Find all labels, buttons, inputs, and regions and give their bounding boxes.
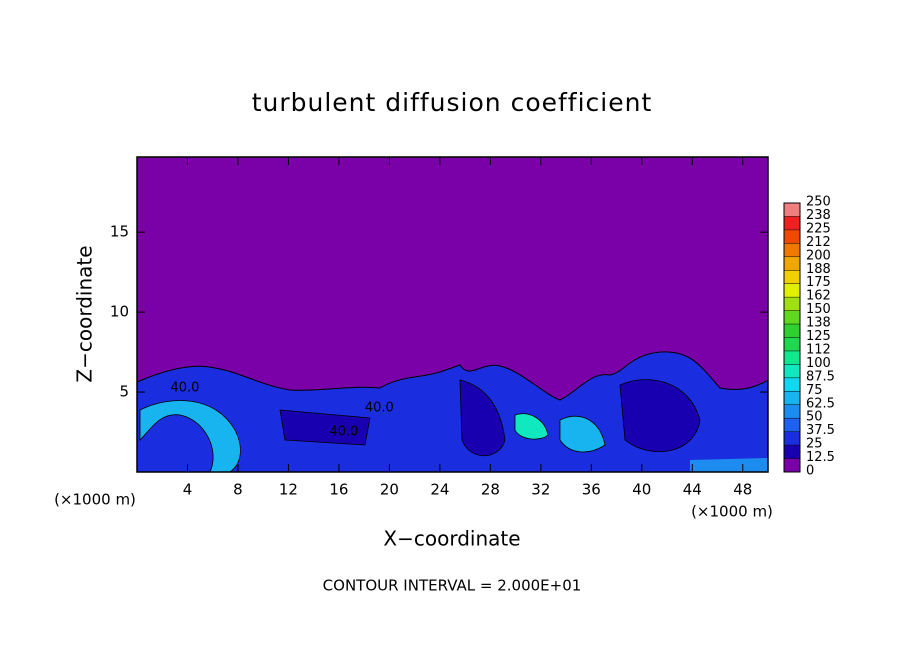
- colorbar-label: 75: [806, 383, 823, 398]
- colorbar-label: 250: [806, 195, 831, 210]
- colorbar-label: 37.5: [806, 423, 835, 438]
- colorbar-bin: [784, 431, 800, 446]
- colorbar-bin: [784, 243, 800, 257]
- colorbar-bin: [784, 418, 800, 432]
- x-tick-label: 16: [329, 481, 348, 499]
- colorbar-bin: [784, 229, 800, 244]
- field-blue-region: [136, 351, 769, 473]
- x-axis-label: X−coordinate: [383, 527, 520, 551]
- colorbar-bin: [784, 404, 800, 419]
- colorbar-label: 138: [806, 316, 831, 331]
- colorbar-bin: [784, 256, 800, 271]
- colorbar-label: 238: [806, 208, 831, 223]
- field-cyan-swirl: [559, 415, 606, 453]
- colorbar-bin: [784, 391, 800, 405]
- colorbar-bin: [784, 364, 800, 378]
- chart-title: turbulent diffusion coefficient: [252, 88, 653, 117]
- colorbar-bin: [784, 350, 800, 365]
- colorbar-bin: [784, 445, 800, 459]
- field-dark-region: [459, 379, 506, 457]
- x-tick-label: 8: [233, 481, 243, 499]
- x-unit: (×1000 m): [54, 491, 136, 509]
- plot-frame: [136, 156, 769, 473]
- colorbar-bin: [784, 270, 800, 284]
- y-tick-label: 5: [119, 383, 129, 401]
- y-tick-label: 10: [110, 303, 129, 321]
- y-axis-label: Z−coordinate: [73, 245, 97, 382]
- colorbar-label: 125: [806, 329, 831, 344]
- y-tick-label: 15: [110, 223, 129, 241]
- colorbar-bin: [784, 458, 800, 472]
- colorbar-label: 12.5: [806, 450, 835, 465]
- colorbar-label: 25: [806, 437, 823, 452]
- colorbar-label: 87.5: [806, 369, 835, 384]
- x-tick-label: 24: [430, 481, 449, 499]
- x-tick-label: 20: [380, 481, 399, 499]
- x-tick-label: 40: [632, 481, 651, 499]
- colorbar-label: 0: [806, 464, 814, 479]
- colorbar-label: 225: [806, 221, 831, 236]
- contour-field: [136, 157, 769, 473]
- colorbar-bin: [784, 377, 800, 392]
- x-tick-label: 28: [481, 481, 500, 499]
- colorbar-label: 62.5: [806, 396, 835, 411]
- colorbar-bin: [784, 310, 800, 325]
- field-cyan-swirl: [514, 413, 549, 440]
- x-tick-label: 12: [279, 481, 298, 499]
- contour-label: 40.0: [365, 401, 394, 416]
- colorbar-label: 200: [806, 248, 831, 263]
- colorbar-label: 162: [806, 289, 831, 304]
- colorbar-bin: [784, 216, 800, 230]
- contour-label: 40.0: [170, 381, 199, 396]
- colorbar-bin: [784, 283, 800, 298]
- x-tick-label: 36: [582, 481, 601, 499]
- colorbar-label: 100: [806, 356, 831, 371]
- x-tick-label: 32: [531, 481, 550, 499]
- colorbar-bin: [784, 337, 800, 351]
- contour-label: 40.0: [329, 425, 358, 440]
- x-unit-right: (×1000 m): [691, 503, 773, 521]
- colorbar-label: 175: [806, 275, 831, 290]
- field-cyan-swirl: [690, 458, 768, 472]
- x-tick-label: 4: [183, 481, 193, 499]
- footer-note: CONTOUR INTERVAL = 2.000E+01: [323, 577, 582, 595]
- field-dark-region: [279, 409, 371, 446]
- colorbar-bin: [784, 297, 800, 311]
- colorbar-label: 150: [806, 302, 831, 317]
- field-dark-region: [619, 379, 701, 453]
- colorbar-bin: [784, 203, 800, 217]
- x-tick-label: 44: [683, 481, 702, 499]
- colorbar-bin: [784, 324, 800, 338]
- colorbar-label: 50: [806, 410, 823, 425]
- colorbar-label: 212: [806, 235, 831, 250]
- x-tick-label: 48: [733, 481, 752, 499]
- colorbar-label: 188: [806, 262, 831, 277]
- colorbar-label: 112: [806, 342, 831, 357]
